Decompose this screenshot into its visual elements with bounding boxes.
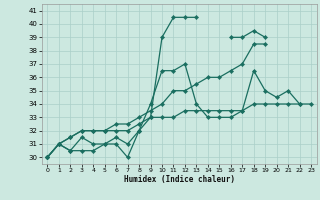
X-axis label: Humidex (Indice chaleur): Humidex (Indice chaleur)	[124, 175, 235, 184]
